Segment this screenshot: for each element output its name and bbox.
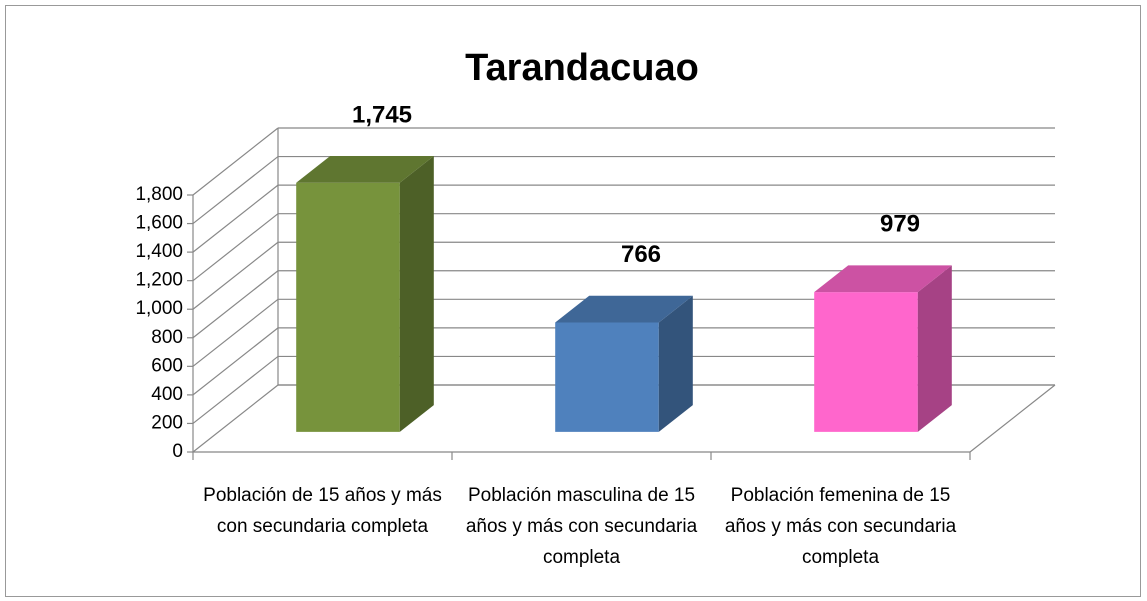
- x-tick-label-box: Población de 15 años y más con secundari…: [203, 485, 442, 537]
- x-tick-label: Población de 15 años y más con secundari…: [203, 485, 442, 537]
- bar-side: [658, 295, 693, 432]
- bar-front: [555, 322, 659, 432]
- x-tick-label: Población femenina de 15 años y más con …: [724, 485, 957, 568]
- y-tick-label: 1,800: [135, 184, 183, 205]
- data-label: 766: [621, 241, 661, 268]
- y-tick-label: 400: [151, 384, 183, 405]
- y-tick-label: 1,600: [135, 213, 183, 234]
- x-tick-label-box: Población femenina de 15 años y más con …: [724, 485, 957, 568]
- bar-top: [296, 155, 434, 183]
- grid-line: [192, 298, 279, 367]
- y-tick-label: 200: [151, 412, 183, 433]
- bar: [296, 155, 434, 432]
- bar-top: [555, 295, 693, 323]
- grid-line: [192, 355, 279, 424]
- bar: [814, 265, 952, 432]
- y-tick-label: 1,200: [135, 270, 183, 291]
- floor-right-edge: [969, 384, 1056, 453]
- y-tick-label: 0: [172, 441, 183, 462]
- bar-side: [399, 155, 434, 432]
- grid-line: [192, 241, 279, 310]
- bar-side: [917, 265, 952, 432]
- grid-line: [192, 184, 279, 253]
- bar-front: [814, 292, 918, 432]
- x-tick-label-box: Población masculina de 15 años y más con…: [465, 485, 698, 568]
- grid-line: [192, 213, 279, 282]
- grid-line: [192, 127, 279, 196]
- grid-line: [192, 156, 279, 225]
- data-label: 1,745: [352, 101, 412, 128]
- chart-title: Tarandacuao: [465, 47, 699, 89]
- y-tick-label: 1,400: [135, 241, 183, 262]
- grid-line: [192, 384, 279, 453]
- y-tick-label: 1,000: [135, 298, 183, 319]
- x-tick-label: Población masculina de 15 años y más con…: [465, 485, 698, 568]
- y-tick-label: 600: [151, 355, 183, 376]
- data-label: 979: [880, 211, 920, 238]
- grid-line: [192, 270, 279, 339]
- grid-line: [192, 327, 279, 396]
- bar-front: [296, 182, 400, 432]
- y-tick-label: 800: [151, 327, 183, 348]
- bar-top: [814, 265, 952, 293]
- bar: [555, 295, 693, 432]
